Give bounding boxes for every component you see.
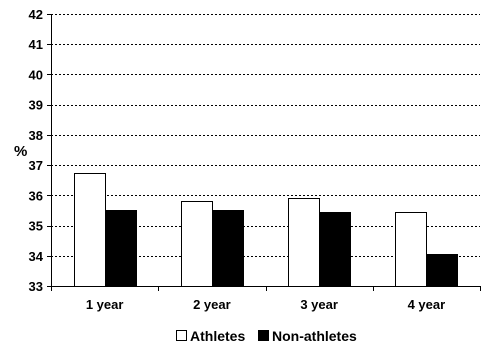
bar-non-athletes-3 xyxy=(319,212,351,287)
bar-athletes-4 xyxy=(395,212,427,287)
y-tick-label: 38 xyxy=(29,128,43,143)
axes xyxy=(51,14,481,291)
legend-swatch-athletes xyxy=(176,330,187,341)
bar-athletes-3 xyxy=(288,198,320,287)
y-tick-label: 36 xyxy=(29,188,43,203)
y-tick-label: 33 xyxy=(29,279,43,294)
legend-label-non-athletes: Non-athletes xyxy=(272,328,357,344)
x-tick-label: 2 year xyxy=(193,297,231,312)
bar-athletes-1 xyxy=(74,173,106,287)
y-tick-label: 34 xyxy=(29,249,44,264)
y-tick-labels: 33 34 35 36 37 38 39 40 41 42 xyxy=(29,7,51,294)
bar-athletes-2 xyxy=(181,201,213,287)
y-tick-label: 37 xyxy=(29,158,43,173)
bar-non-athletes-1 xyxy=(105,210,137,287)
y-tick-label: 39 xyxy=(29,98,43,113)
x-tick-labels: 1 year 2 year 3 year 4 year xyxy=(86,297,445,312)
legend-swatch-non-athletes xyxy=(258,330,269,341)
x-tick-label: 4 year xyxy=(408,297,446,312)
y-tick-label: 42 xyxy=(29,7,43,22)
bar-non-athletes-4 xyxy=(426,254,458,287)
x-tick-label: 3 year xyxy=(300,297,338,312)
legend-label-athletes: Athletes xyxy=(190,328,245,344)
x-tick-label: 1 year xyxy=(86,297,124,312)
y-tick-label: 35 xyxy=(29,219,43,234)
bars xyxy=(74,173,458,287)
y-tick-label: 40 xyxy=(29,67,43,82)
y-axis-label: % xyxy=(14,143,27,160)
bar-non-athletes-2 xyxy=(212,210,244,287)
y-tick-label: 41 xyxy=(29,37,43,52)
legend: Athletes Non-athletes xyxy=(176,328,357,344)
